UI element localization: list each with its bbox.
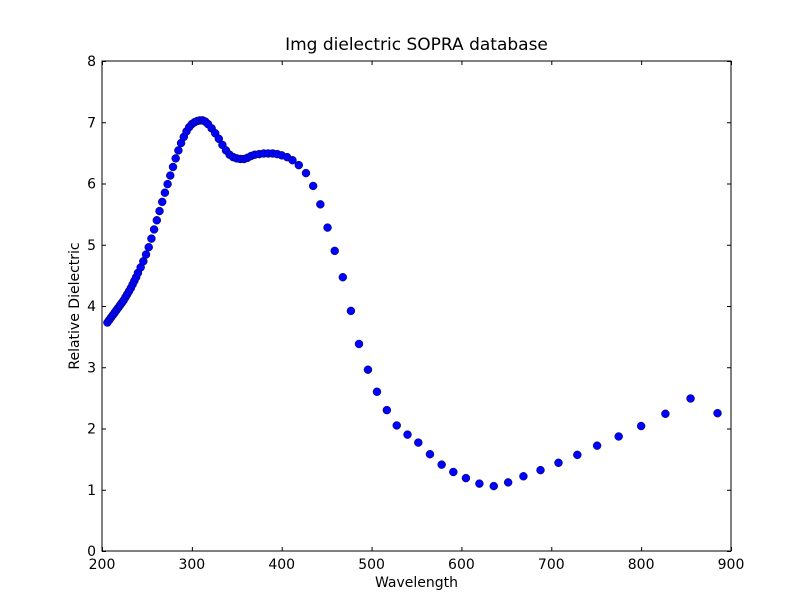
data-point [168,162,178,172]
x-tick-label: 800 [628,557,655,573]
data-point [166,171,175,180]
x-tick-label: 500 [358,557,385,573]
data-points [103,116,722,491]
y-tick-label: 8 [87,54,96,70]
x-axis-label: Wavelength [375,575,458,591]
data-point [461,473,471,483]
chart-title: Img dielectric SOPRA database [285,35,548,55]
data-point [308,181,318,191]
y-tick-label: 7 [87,115,96,131]
data-point [686,394,695,403]
data-point [382,405,392,415]
data-point [152,216,162,225]
data-point [288,156,297,165]
data-point [144,242,153,252]
data-point [636,421,646,431]
data-point [592,441,602,450]
data-point [661,409,670,418]
data-point [149,225,159,234]
data-point [392,421,401,430]
data-point [372,387,382,396]
data-point [425,450,435,459]
data-point [403,430,412,439]
data-point [301,168,311,178]
data-point [316,200,325,209]
data-point [323,223,332,232]
data-point [713,408,722,418]
data-point [489,481,498,491]
data-point [354,339,364,349]
data-point [294,160,303,170]
x-tick-label: 400 [268,557,295,573]
data-point [437,460,446,469]
data-point [554,458,563,467]
x-tick-label: 600 [448,557,475,573]
data-point [614,432,623,441]
x-tick-label: 300 [178,557,205,573]
data-point [363,365,373,374]
data-point [475,479,484,488]
y-tick-label: 6 [87,177,96,193]
data-point [147,234,156,243]
y-tick-label: 5 [87,238,96,254]
axis-ticks: 200 300 400 500 600 700 800 900 0 1 2 3 4 5 6 7 8 [87,54,744,573]
data-point [141,250,151,259]
data-point [573,450,582,460]
y-tick-label: 2 [87,422,96,438]
x-tick-label: 700 [538,557,565,573]
y-tick-label: 4 [87,299,96,315]
data-point [160,188,170,197]
data-point [346,306,356,316]
data-point [158,197,167,207]
data-point [174,146,183,155]
data-point [163,179,172,189]
data-point [330,246,339,256]
y-tick-label: 1 [87,483,96,499]
data-point [338,273,348,282]
data-point [414,438,423,447]
data-point [503,478,513,487]
y-tick-label: 3 [87,360,96,376]
y-tick-label: 0 [87,544,96,560]
x-tick-label: 200 [89,557,116,573]
data-point [536,465,545,475]
data-point [449,467,458,477]
data-point [519,472,528,481]
y-axis-label: Relative Dielectric [67,242,83,369]
x-tick-label: 900 [718,557,745,573]
data-point [155,206,164,216]
data-point [171,154,180,163]
